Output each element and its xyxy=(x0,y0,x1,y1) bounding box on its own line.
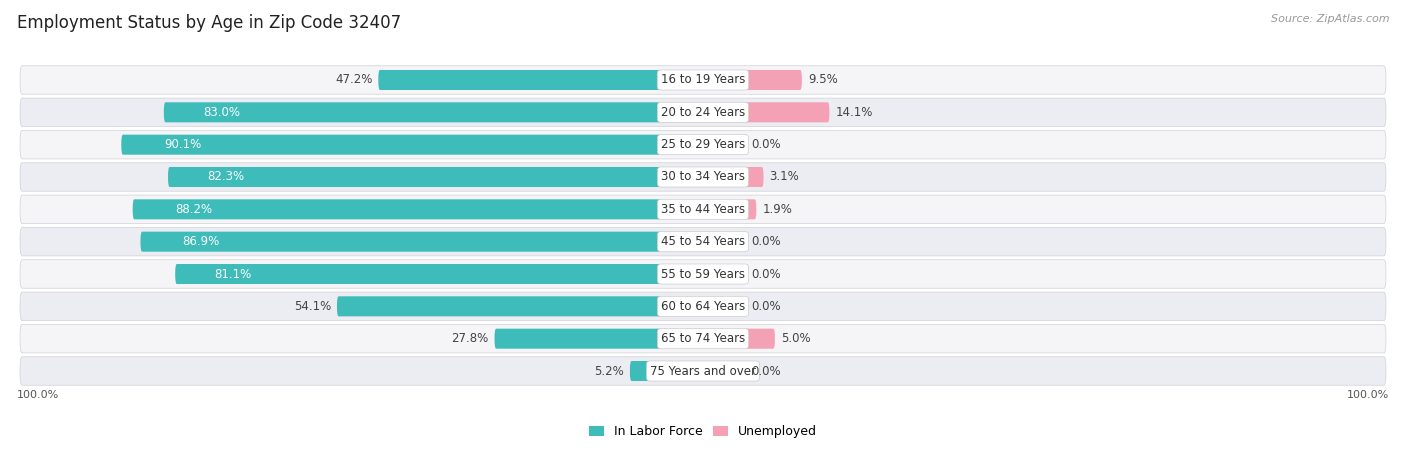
Text: Source: ZipAtlas.com: Source: ZipAtlas.com xyxy=(1271,14,1389,23)
FancyBboxPatch shape xyxy=(20,357,1386,385)
Text: 9.5%: 9.5% xyxy=(808,74,838,87)
FancyBboxPatch shape xyxy=(20,324,1386,353)
FancyBboxPatch shape xyxy=(745,70,801,90)
Text: 83.0%: 83.0% xyxy=(204,106,240,119)
Text: 35 to 44 Years: 35 to 44 Years xyxy=(661,203,745,216)
Text: 47.2%: 47.2% xyxy=(335,74,373,87)
Text: 3.1%: 3.1% xyxy=(769,170,799,184)
FancyBboxPatch shape xyxy=(132,199,661,219)
Text: 60 to 64 Years: 60 to 64 Years xyxy=(661,300,745,313)
Text: 81.1%: 81.1% xyxy=(214,267,252,281)
Text: 20 to 24 Years: 20 to 24 Years xyxy=(661,106,745,119)
FancyBboxPatch shape xyxy=(745,199,756,219)
FancyBboxPatch shape xyxy=(745,167,763,187)
Text: 45 to 54 Years: 45 to 54 Years xyxy=(661,235,745,248)
Text: 88.2%: 88.2% xyxy=(174,203,212,216)
Text: 54.1%: 54.1% xyxy=(294,300,330,313)
Text: 1.9%: 1.9% xyxy=(762,203,792,216)
Text: 82.3%: 82.3% xyxy=(208,170,245,184)
Text: Employment Status by Age in Zip Code 32407: Employment Status by Age in Zip Code 324… xyxy=(17,14,401,32)
FancyBboxPatch shape xyxy=(378,70,661,90)
FancyBboxPatch shape xyxy=(745,102,830,122)
Text: 0.0%: 0.0% xyxy=(751,364,780,377)
FancyBboxPatch shape xyxy=(337,296,661,316)
Text: 0.0%: 0.0% xyxy=(751,267,780,281)
FancyBboxPatch shape xyxy=(20,195,1386,224)
Text: 5.2%: 5.2% xyxy=(595,364,624,377)
FancyBboxPatch shape xyxy=(169,167,661,187)
Text: 75 Years and over: 75 Years and over xyxy=(650,364,756,377)
Text: 55 to 59 Years: 55 to 59 Years xyxy=(661,267,745,281)
FancyBboxPatch shape xyxy=(176,264,661,284)
Text: 27.8%: 27.8% xyxy=(451,332,488,345)
Text: 0.0%: 0.0% xyxy=(751,235,780,248)
FancyBboxPatch shape xyxy=(141,232,661,252)
FancyBboxPatch shape xyxy=(20,98,1386,127)
Text: 5.0%: 5.0% xyxy=(780,332,810,345)
Text: 100.0%: 100.0% xyxy=(17,390,59,400)
Text: 0.0%: 0.0% xyxy=(751,300,780,313)
Text: 25 to 29 Years: 25 to 29 Years xyxy=(661,138,745,151)
Text: 65 to 74 Years: 65 to 74 Years xyxy=(661,332,745,345)
FancyBboxPatch shape xyxy=(20,260,1386,288)
FancyBboxPatch shape xyxy=(745,329,775,349)
Text: 86.9%: 86.9% xyxy=(183,235,219,248)
FancyBboxPatch shape xyxy=(20,292,1386,321)
Text: 100.0%: 100.0% xyxy=(1347,390,1389,400)
FancyBboxPatch shape xyxy=(20,163,1386,191)
FancyBboxPatch shape xyxy=(495,329,661,349)
Text: 14.1%: 14.1% xyxy=(835,106,873,119)
FancyBboxPatch shape xyxy=(121,135,661,155)
FancyBboxPatch shape xyxy=(165,102,661,122)
Text: 16 to 19 Years: 16 to 19 Years xyxy=(661,74,745,87)
FancyBboxPatch shape xyxy=(20,130,1386,159)
Legend: In Labor Force, Unemployed: In Labor Force, Unemployed xyxy=(585,422,821,442)
Text: 90.1%: 90.1% xyxy=(165,138,201,151)
FancyBboxPatch shape xyxy=(20,66,1386,94)
FancyBboxPatch shape xyxy=(630,361,661,381)
Text: 0.0%: 0.0% xyxy=(751,138,780,151)
Text: 30 to 34 Years: 30 to 34 Years xyxy=(661,170,745,184)
FancyBboxPatch shape xyxy=(20,227,1386,256)
